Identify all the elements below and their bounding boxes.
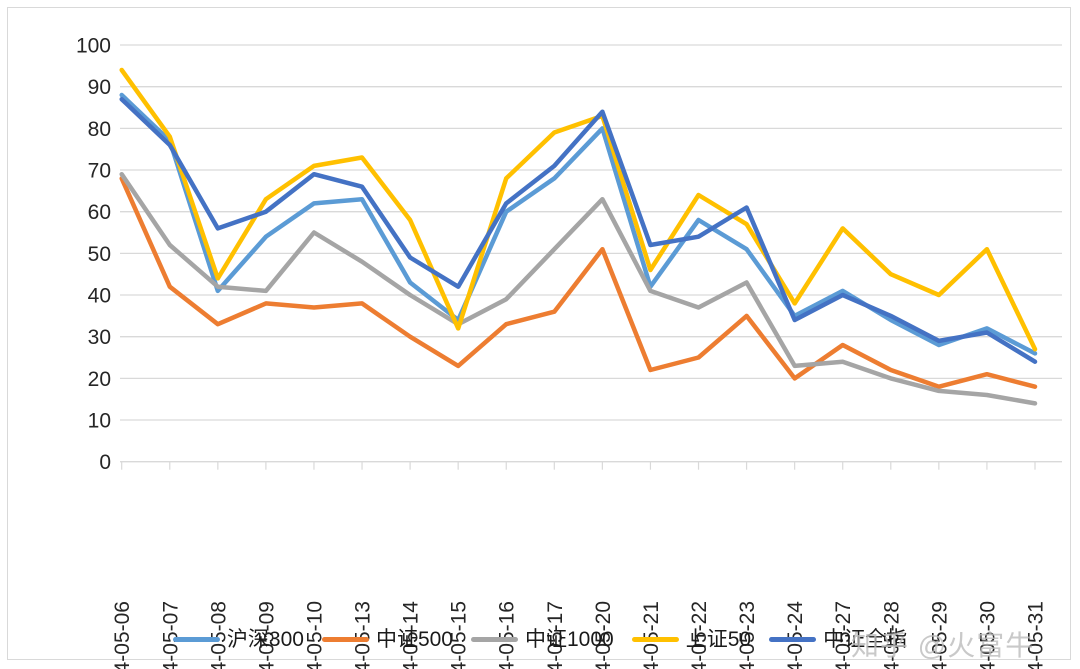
x-axis-tick-label: 2024-05-08 [207,601,230,669]
legend-label: 上证50 [685,628,752,651]
x-axis-tick-label: 2024-05-29 [928,601,951,669]
legend-label: 中证1000 [525,628,614,651]
y-axis-tick-label: 10 [88,410,111,433]
x-axis-tick-label: 2024-05-30 [976,601,999,669]
series-line-中证1000 [119,171,1038,406]
x-axis-tick-label: 2024-05-31 [1024,601,1047,669]
y-axis-tick-label: 30 [88,326,111,349]
x-axis-tick-label: 2024-05-24 [784,601,807,669]
watermark: 知乎 @火富牛 [851,630,1035,661]
x-axis-tick-label: 2024-05-16 [496,601,519,669]
series-line-上证50 [119,67,1038,352]
y-axis-tick-label: 60 [88,201,111,224]
y-axis-tick-label: 80 [88,118,111,141]
x-axis-tick-label: 2024-05-10 [303,601,326,669]
legend-swatch [471,637,518,642]
y-axis-tick-label: 70 [88,160,111,183]
series-line-中证500 [119,176,1038,389]
x-axis-tick-label: 2024-05-23 [736,601,759,669]
legend-swatch [631,637,679,642]
x-axis-tick-label: 2024-05-09 [255,601,278,669]
y-axis-tick-label: 20 [88,368,111,391]
x-axis-tick-label: 2024-05-21 [640,601,663,669]
legend-item-zhongzhengquanzhi: 中证全指 [769,626,907,653]
x-axis-tick-label: 2024-05-20 [592,601,615,669]
y-axis-tick-label: 40 [88,285,111,308]
legend-swatch [769,637,817,642]
legend-swatch [172,637,220,642]
legend-item-hushen300: 沪深300 [172,626,304,653]
y-axis-tick-label: 50 [88,243,111,266]
x-axis-tick-label: 2024-05-13 [352,601,375,669]
legend-label: 中证全指 [823,628,908,651]
chart-legend: 沪深300 中证500 中证1000 上证50 中证全指 [0,626,1080,653]
legend-item-shangzheng50: 上证50 [631,626,752,653]
legend-swatch [321,637,369,642]
x-axis-tick-label: 2024-05-17 [544,601,567,669]
x-axis-tick-label: 2024-05-15 [448,601,471,669]
y-axis-tick-label: 100 [76,35,111,58]
y-axis-tick-label: 0 [99,451,111,474]
series-line-中证全指 [119,96,1038,364]
legend-label: 沪深300 [226,628,304,651]
x-axis-tick-label: 2024-05-07 [159,601,182,669]
x-axis-tick-label: 2024-05-06 [111,601,134,669]
x-axis-tick-label: 2024-05-27 [832,601,855,669]
x-axis-tick-label: 2024-05-14 [400,601,423,669]
legend-item-zhongzheng1000: 中证1000 [471,626,614,653]
chart-frame [7,7,1071,660]
y-axis-tick-label: 90 [88,76,111,99]
series-line-沪深300 [119,92,1038,356]
x-axis-tick-label: 2024-05-28 [880,601,903,669]
legend-label: 中证500 [375,628,453,651]
x-axis-tick-label: 2024-05-22 [688,601,711,669]
legend-item-zhongzheng500: 中证500 [321,626,453,653]
